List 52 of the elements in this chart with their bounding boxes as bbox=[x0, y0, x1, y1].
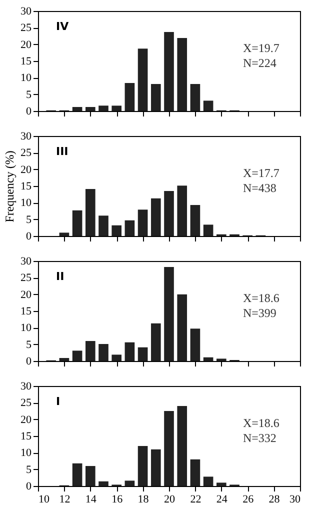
y-tick-label: 30 bbox=[20, 130, 32, 142]
y-tick-label: 5 bbox=[26, 214, 32, 226]
annotation: N=224 bbox=[243, 56, 276, 70]
annotation: X=17.7 bbox=[243, 166, 280, 180]
x-tick-label: 30 bbox=[290, 494, 301, 506]
x-tick-label: 20 bbox=[164, 494, 176, 506]
annotation: N=399 bbox=[243, 306, 276, 320]
x-tick-label: 22 bbox=[190, 494, 202, 506]
annotation: X=19.7 bbox=[243, 41, 280, 55]
text: II bbox=[56, 270, 64, 283]
y-tick-label: 10 bbox=[20, 447, 32, 460]
x-tick-label: 14 bbox=[85, 494, 97, 506]
y-tick-label: 0 bbox=[26, 356, 32, 368]
annotation: N=438 bbox=[243, 181, 276, 195]
y-tick-label: 25 bbox=[20, 397, 32, 410]
x-tick-label: 16 bbox=[112, 494, 124, 506]
x-tick-label: 28 bbox=[268, 494, 280, 506]
y-tick-label: 5 bbox=[26, 464, 32, 476]
y-tick-label: 20 bbox=[20, 164, 32, 176]
y-tick-label: 5 bbox=[26, 88, 32, 101]
y-axis-title: Frequency (%) bbox=[2, 150, 16, 222]
y-tick-label: 0 bbox=[26, 480, 32, 492]
y-tick-label: 15 bbox=[20, 306, 32, 318]
y-tick-label: 0 bbox=[26, 106, 32, 118]
y-tick-label: 20 bbox=[20, 288, 32, 301]
y-tick-label: 25 bbox=[20, 272, 32, 284]
text: IV bbox=[56, 20, 70, 33]
annotation: X=18.6 bbox=[243, 416, 280, 430]
text: III bbox=[56, 145, 68, 158]
text: I bbox=[56, 395, 60, 408]
x-tick-label: 12 bbox=[59, 494, 70, 506]
y-tick-label: 30 bbox=[20, 380, 32, 392]
annotation: N=332 bbox=[243, 431, 276, 445]
y-tick-label: 25 bbox=[20, 147, 32, 160]
y-tick-label: 15 bbox=[20, 56, 32, 68]
y-tick-label: 20 bbox=[20, 38, 32, 51]
y-tick-label: 25 bbox=[20, 22, 32, 34]
y-tick-label: 20 bbox=[20, 414, 32, 426]
annotation: X=18.6 bbox=[243, 291, 280, 305]
y-tick-label: 10 bbox=[20, 72, 32, 84]
y-tick-label: 15 bbox=[20, 180, 32, 192]
y-tick-label: 30 bbox=[20, 6, 32, 18]
y-tick-label: 15 bbox=[20, 430, 32, 442]
y-tick-label: 5 bbox=[26, 338, 32, 351]
y-tick-label: 30 bbox=[20, 256, 32, 268]
y-tick-label: 10 bbox=[20, 322, 32, 334]
y-tick-label: 0 bbox=[26, 230, 32, 242]
x-tick-label: 10 bbox=[38, 494, 50, 506]
x-tick-label: 26 bbox=[242, 494, 254, 506]
x-tick-label: 18 bbox=[138, 494, 150, 506]
x-tick-label: 24 bbox=[216, 494, 228, 506]
y-tick-label: 10 bbox=[20, 197, 32, 210]
